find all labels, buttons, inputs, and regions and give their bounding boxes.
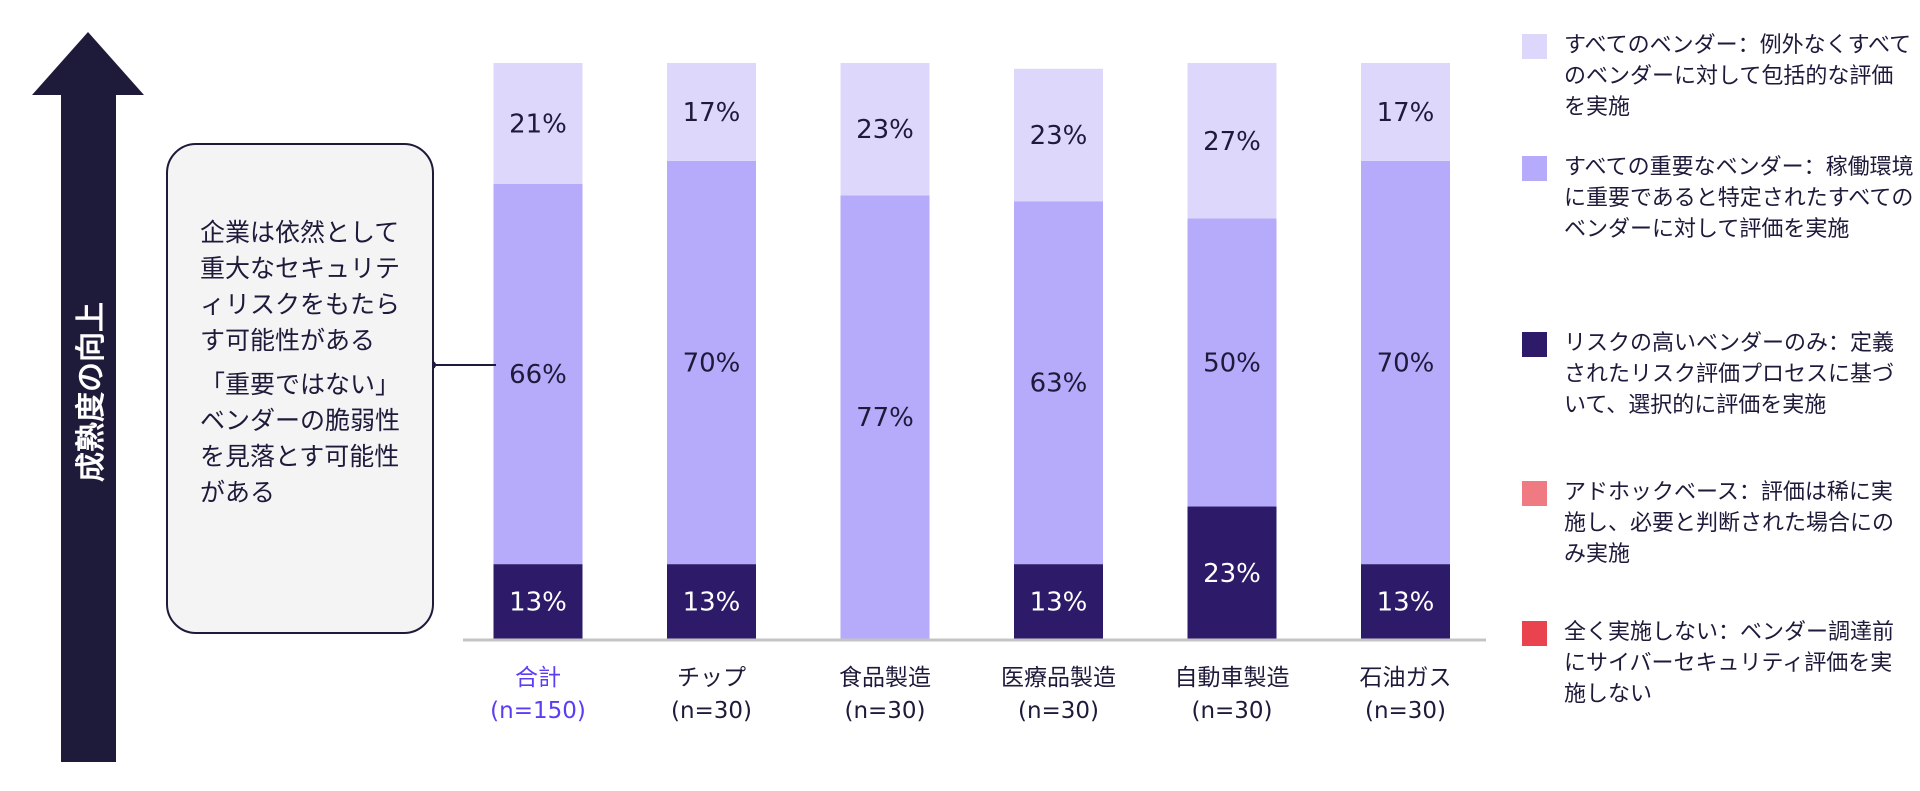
data-label: 66%: [509, 360, 567, 390]
legend-label: 全く実施しない：ベンダー調達前にサイバーセキュリティ評価を実施しない: [1564, 620, 1895, 707]
bar-segment: [1187, 218, 1277, 507]
data-label: 17%: [1377, 98, 1435, 128]
data-label: 27%: [1203, 127, 1261, 157]
x-tick-sample-size: (n=150): [490, 698, 586, 724]
bar-segment: [493, 63, 583, 184]
bar-segment: [840, 195, 930, 640]
bar-segment: [1187, 506, 1277, 639]
bar-segment: [667, 160, 756, 565]
bar-segment: [667, 564, 756, 639]
legend-label: リスクの高いベンダーのみ：定義されたリスク評価プロセスに基づいて、選択的に評価を…: [1564, 331, 1895, 418]
x-tick-label: 合計: [515, 665, 561, 691]
x-tick-sample-size: (n=30): [1365, 698, 1446, 724]
legend-swatch: [1522, 156, 1547, 181]
bar-segment: [1361, 564, 1450, 639]
maturity-label: 成熟度の向上: [74, 302, 109, 482]
x-tick-label: チップ: [677, 665, 746, 691]
data-label: 70%: [683, 349, 741, 379]
bar-segment: [1187, 63, 1277, 219]
x-tick-sample-size: (n=30): [671, 698, 752, 724]
legend-label: すべての重要なベンダー：稼働環境に重要であると特定されたすべてのベンダーに対して…: [1564, 155, 1914, 242]
bar-segment: [667, 63, 756, 161]
bar-segment: [1014, 68, 1103, 202]
x-tick-label: 食品製造: [839, 665, 931, 691]
x-axis-labels: 合計 (n=150) チップ (n=30) 食品製造 (n=30) 医療品製造 (n=30) 自…: [490, 665, 1451, 724]
maturity-arrow-head: [32, 32, 144, 95]
bar-segment: [1361, 63, 1450, 161]
data-label: 13%: [1030, 588, 1088, 618]
bar-segment: [1014, 201, 1103, 565]
bar-segment: [840, 63, 930, 196]
data-label: 77%: [856, 403, 914, 433]
bar-segment: [493, 564, 583, 639]
data-label: 13%: [1377, 588, 1435, 618]
bars-group: 13% 66% 21% 13% 70% 17% 77% 23% 13% 63% 23% 23% 50% 2…: [493, 63, 1450, 640]
x-tick-sample-size: (n=30): [1018, 698, 1099, 724]
callout-text-1: 企業は依然として重大なセキュリティリスクをもたらす可能性がある: [200, 218, 401, 355]
legend-label: すべてのベンダー：例外なくすべてのベンダーに対して包括的な評価を実施: [1564, 33, 1912, 120]
maturity-arrow: 成熟度の向上: [32, 32, 144, 762]
legend: すべてのベンダー：例外なくすべてのベンダーに対して包括的な評価を実施 すべての重…: [1522, 0, 1920, 791]
legend-swatch: [1522, 332, 1547, 357]
data-label: 23%: [1203, 559, 1261, 589]
data-label: 13%: [509, 588, 567, 618]
data-label: 23%: [1030, 121, 1088, 151]
legend-swatch: [1522, 34, 1547, 59]
data-label: 21%: [509, 109, 567, 139]
maturity-arrow-shaft: [61, 94, 116, 762]
x-tick-label: 自動車製造: [1175, 665, 1290, 691]
callout-box: 企業は依然として重大なセキュリティリスクをもたらす可能性がある 「重要ではない」…: [166, 143, 434, 634]
x-tick-sample-size: (n=30): [844, 698, 925, 724]
legend-label: アドホックベース：評価は稀に実施し、必要と判断された場合にのみ実施: [1564, 480, 1895, 567]
data-label: 13%: [683, 588, 741, 618]
x-tick-label: 石油ガス: [1360, 665, 1452, 691]
data-label: 23%: [856, 115, 914, 145]
x-tick-sample-size: (n=30): [1191, 698, 1272, 724]
callout-text-2: 「重要ではない」ベンダーの脆弱性を見落とす可能性がある: [200, 370, 401, 507]
bar-segment: [1014, 564, 1103, 639]
bar-segment: [1361, 160, 1450, 565]
data-label: 63%: [1030, 369, 1088, 399]
legend-swatch: [1522, 481, 1547, 506]
legend-swatch: [1522, 621, 1547, 646]
data-label: 50%: [1203, 349, 1261, 379]
x-tick-label: 医療品製造: [1001, 665, 1116, 691]
data-label: 70%: [1377, 349, 1435, 379]
data-label: 17%: [683, 98, 741, 128]
bar-segment: [493, 183, 583, 565]
